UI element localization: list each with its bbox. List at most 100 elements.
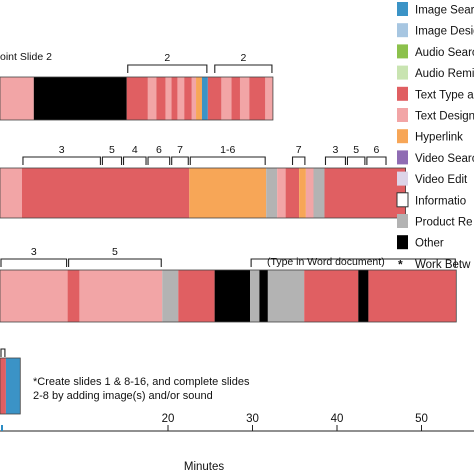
- rows-layer: 2 2 oint Slide 2 3 5 4 6 7 1-6 7 3 5 6 3 5 (Type in Wor…: [0, 51, 457, 415]
- legend-label: Video Searc: [415, 153, 474, 165]
- timeline-row: [0, 348, 21, 415]
- timeline-segment: [221, 77, 232, 120]
- legend-item: Video Searc: [397, 150, 474, 165]
- legend-label: Text Design: [415, 111, 474, 123]
- slide-bracket: [22, 156, 101, 165]
- legend-label: Product Re: [415, 217, 473, 229]
- legend-label: Text Type a: [415, 89, 474, 101]
- timeline-segment: [266, 168, 278, 218]
- timeline-segment: [165, 77, 172, 120]
- slide-bracket: [127, 64, 208, 73]
- legend-item: Audio Remi: [397, 65, 474, 80]
- legend-label: Audio Searc: [415, 47, 474, 59]
- timeline-segment: [201, 77, 208, 120]
- slide-bracket-label: 6: [156, 144, 162, 156]
- slide-bracket: [214, 64, 273, 73]
- timeline-segment: [299, 168, 306, 218]
- timeline-segment: [21, 168, 190, 218]
- timeline-row: 3 5 4 6 7 1-6 7 3 5 6: [0, 144, 407, 219]
- legend-label: Image Desig: [415, 26, 474, 38]
- slide-bracket: [101, 156, 123, 165]
- x-tick-label: 50: [415, 413, 428, 425]
- timeline-segment: [207, 77, 222, 120]
- legend-item: Hyperlink: [397, 129, 463, 144]
- legend-swatch: [397, 214, 408, 228]
- slide-bracket: [189, 156, 266, 165]
- timeline-segment: [267, 270, 305, 322]
- slide-bracket: [68, 258, 162, 267]
- timeline-segment: [126, 77, 148, 120]
- slide-bracket: [0, 258, 68, 267]
- slide-bracket: [291, 156, 306, 165]
- slide-bracket-label: 5: [112, 246, 118, 258]
- slide-bracket-label: 5: [109, 144, 115, 156]
- legend-swatch: [397, 235, 408, 250]
- timeline-segment: [178, 270, 215, 322]
- legend-swatch: [397, 171, 408, 186]
- legend-item: Product Re: [397, 214, 473, 229]
- timeline-segment: [171, 77, 178, 120]
- timeline-segment: [214, 270, 251, 322]
- slide-bracket: [250, 258, 456, 267]
- timeline-segment: [162, 270, 179, 322]
- annotation-line: *Create slides 1 & 8-16, and complete sl…: [33, 376, 250, 388]
- timeline-segment: [177, 77, 185, 120]
- legend-item: Text Design: [397, 108, 474, 123]
- timeline-segment: [265, 77, 273, 120]
- timeline-segment: [0, 168, 22, 218]
- legend-item: Text Type a: [397, 86, 474, 101]
- slide-bracket-label: 5: [353, 144, 359, 156]
- legend-label: Other: [415, 238, 444, 250]
- x-axis-title: Minutes: [184, 461, 225, 473]
- slide-bracket: [122, 156, 147, 165]
- x-tick-label: 40: [331, 413, 344, 425]
- legend-label: Audio Remi: [415, 68, 474, 80]
- legend-swatch: [396, 192, 409, 208]
- legend: Image Searc Image Desig Audio Searc Audio R…: [396, 2, 474, 271]
- legend-swatch: [397, 44, 408, 59]
- slide-bracket: [0, 348, 6, 357]
- legend-item: Audio Searc: [397, 44, 474, 59]
- timeline-row: 3 5 (Type in Word document): [0, 246, 457, 323]
- slide-bracket-label: 6: [374, 144, 380, 156]
- timeline-segment: [196, 77, 202, 120]
- legend-swatch: [397, 23, 408, 38]
- timeline-segment: [368, 270, 457, 322]
- timeline-segment: [0, 270, 68, 322]
- x-tick-label: 20: [162, 413, 175, 425]
- x-tick-label: 30: [246, 413, 259, 425]
- timeline-segment: [5, 358, 21, 414]
- timeline-segment: [285, 168, 300, 218]
- timeline-segment: [313, 168, 325, 218]
- slide-bracket: [324, 156, 346, 165]
- timeline-segment: [231, 77, 240, 120]
- annotation-line: 2-8 by adding image(s) and/or sound: [33, 390, 213, 402]
- timeline-segment: [0, 77, 34, 120]
- slide-bracket: [171, 156, 189, 165]
- legend-star-label: Work Betw: [415, 259, 471, 271]
- timeline-row: 2 2 oint Slide 2: [0, 51, 274, 121]
- annotation: *Create slides 1 & 8-16, and complete sl…: [33, 376, 250, 402]
- timeline-segment: [277, 168, 286, 218]
- slide-bracket-label: 1-6: [220, 144, 235, 156]
- legend-swatch: [397, 65, 408, 80]
- slide-bracket-label: 4: [132, 144, 138, 156]
- slide-bracket: [147, 156, 171, 165]
- timeline-segment: [147, 77, 157, 120]
- slide-bracket-label: 3: [31, 246, 37, 258]
- timeline-row-outline: [0, 357, 21, 415]
- timeline-segment: [191, 77, 197, 120]
- timeline-segment: [156, 77, 166, 120]
- legend-label: Informatio: [415, 195, 466, 207]
- timeline-segment: [33, 77, 127, 120]
- row-title: oint Slide 2: [0, 51, 52, 63]
- legend-label: Image Searc: [415, 5, 474, 17]
- timeline-row-outline: [0, 76, 274, 121]
- slide-bracket-label: 2: [240, 52, 246, 64]
- timeline-segment: [259, 270, 268, 322]
- timeline-segment: [0, 358, 6, 414]
- timeline-segment: [79, 270, 163, 322]
- timeline-segment: [304, 270, 359, 322]
- legend-star: *: [398, 257, 403, 271]
- slide-bracket: [346, 156, 366, 165]
